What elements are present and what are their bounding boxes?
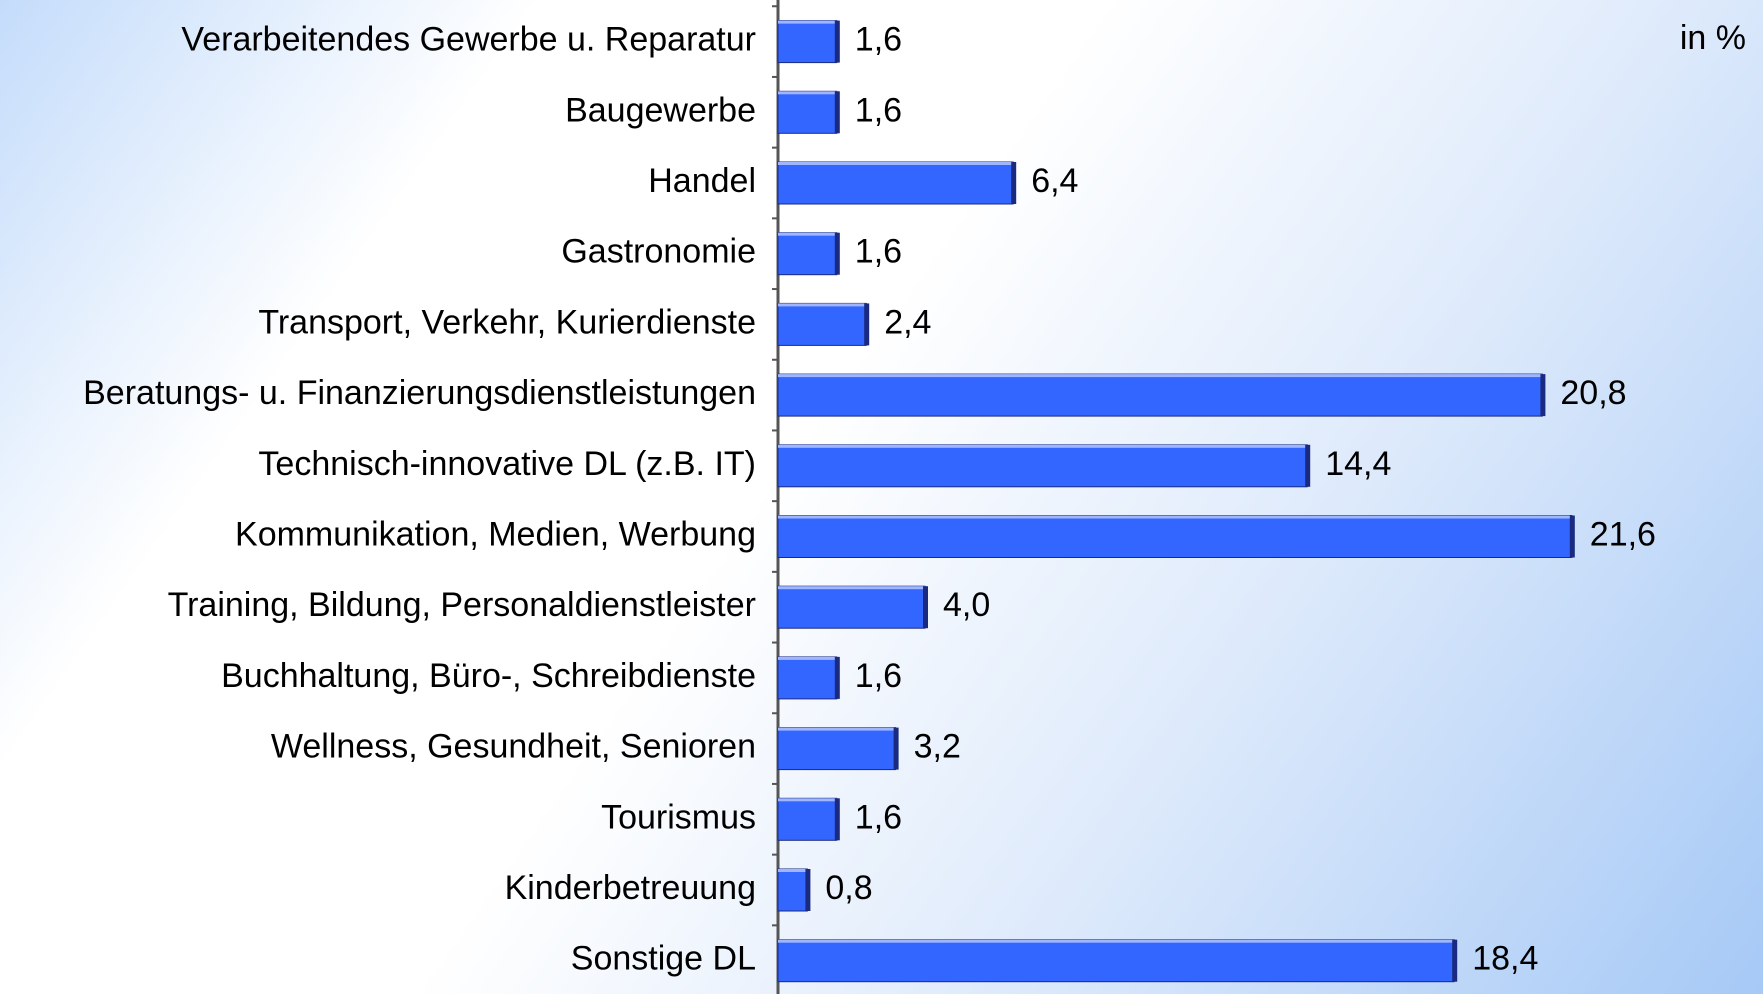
bar bbox=[777, 232, 838, 276]
category-label: Beratungs- u. Finanzierungsdienstleistun… bbox=[83, 374, 756, 412]
bar-right-edge bbox=[864, 303, 870, 346]
bar-right-edge bbox=[1305, 444, 1311, 487]
bar-top-bevel bbox=[778, 91, 837, 95]
bar-top-bevel bbox=[778, 939, 1455, 943]
category-label: Baugewerbe bbox=[565, 91, 756, 129]
bar-right-edge bbox=[834, 91, 840, 134]
bar bbox=[777, 302, 867, 346]
bar-right-edge bbox=[923, 586, 928, 629]
bar-right-edge bbox=[834, 798, 840, 841]
bar bbox=[777, 515, 1573, 558]
bar bbox=[777, 90, 838, 134]
bar-top-bevel bbox=[778, 515, 1572, 519]
bar bbox=[777, 727, 897, 771]
category-label: Transport, Verkehr, Kurierdienste bbox=[258, 303, 756, 341]
bar-right-edge bbox=[1540, 374, 1546, 417]
bar-top-bevel bbox=[778, 162, 1014, 165]
bar-right-edge bbox=[834, 232, 840, 275]
bar-right-edge bbox=[805, 869, 811, 911]
bar-right-edge bbox=[1452, 939, 1458, 982]
bar-top-bevel bbox=[778, 798, 837, 802]
unit-annotation: in % bbox=[1680, 19, 1746, 57]
value-label: 1,6 bbox=[855, 21, 902, 59]
category-label: Sonstige DL bbox=[571, 940, 756, 978]
bar bbox=[777, 797, 838, 841]
value-label: 1,6 bbox=[855, 91, 902, 129]
bar-top-bevel bbox=[778, 656, 837, 660]
value-label: 6,4 bbox=[1031, 162, 1078, 200]
bar-top-bevel bbox=[778, 869, 808, 872]
value-label: 0,8 bbox=[825, 869, 872, 907]
category-label: Kommunikation, Medien, Werbung bbox=[235, 515, 756, 553]
bar-top-bevel bbox=[778, 20, 837, 24]
category-label: Gastronomie bbox=[561, 233, 756, 271]
value-label: 1,6 bbox=[855, 798, 902, 836]
bar-right-edge bbox=[1011, 162, 1017, 204]
bar bbox=[777, 656, 838, 700]
value-label: 14,4 bbox=[1325, 445, 1391, 483]
value-label: 18,4 bbox=[1472, 940, 1538, 978]
bar bbox=[777, 373, 1543, 417]
bar bbox=[777, 585, 926, 629]
value-label: 3,2 bbox=[914, 728, 961, 766]
bar-top-bevel bbox=[778, 727, 896, 731]
category-label: Training, Bildung, Personaldienstleister bbox=[168, 586, 756, 624]
bar-right-edge bbox=[834, 656, 840, 699]
bar-top-bevel bbox=[778, 444, 1308, 448]
value-label: 1,6 bbox=[855, 233, 902, 271]
value-label: 21,6 bbox=[1590, 515, 1656, 553]
bar bbox=[777, 20, 838, 64]
bar bbox=[777, 939, 1455, 983]
bar-top-bevel bbox=[778, 303, 867, 307]
bar bbox=[777, 444, 1308, 488]
category-label: Wellness, Gesundheit, Senioren bbox=[271, 728, 756, 766]
bar-top-bevel bbox=[778, 374, 1543, 378]
category-label: Technisch-innovative DL (z.B. IT) bbox=[258, 445, 756, 483]
bar-top-bevel bbox=[778, 232, 837, 236]
value-label: 20,8 bbox=[1560, 374, 1626, 412]
value-label: 1,6 bbox=[855, 657, 902, 695]
bar bbox=[777, 161, 1014, 205]
bar-top-bevel bbox=[778, 586, 925, 590]
bar bbox=[777, 868, 808, 912]
bar-right-edge bbox=[834, 20, 840, 63]
category-label: Buchhaltung, Büro-, Schreibdienste bbox=[221, 657, 756, 695]
value-label: 4,0 bbox=[943, 586, 990, 624]
bar-right-edge bbox=[1569, 515, 1575, 558]
category-label: Tourismus bbox=[601, 798, 756, 836]
bar-right-edge bbox=[893, 727, 899, 770]
category-label: Verarbeitendes Gewerbe u. Reparatur bbox=[181, 21, 756, 59]
category-label: Handel bbox=[648, 162, 756, 200]
value-label: 2,4 bbox=[884, 303, 931, 341]
category-label: Kinderbetreuung bbox=[505, 869, 756, 907]
